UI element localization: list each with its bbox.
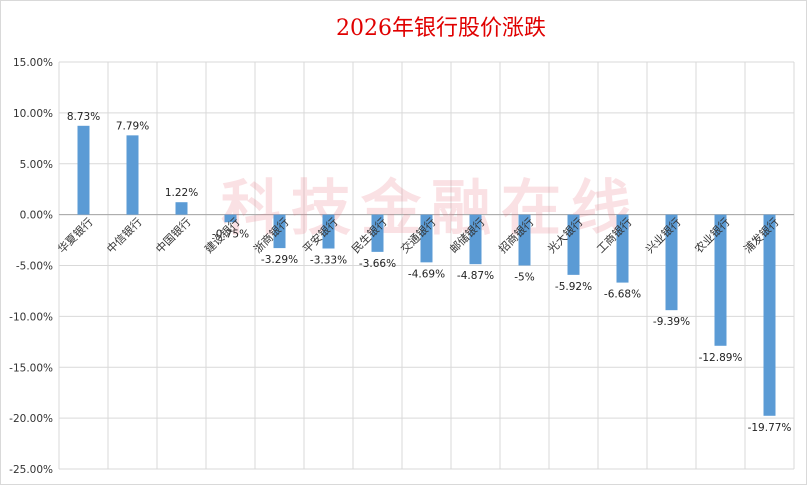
data-label: -3.66% bbox=[359, 258, 396, 270]
data-label: -5.92% bbox=[555, 281, 592, 293]
bar bbox=[518, 214, 531, 266]
bar bbox=[763, 214, 776, 416]
bar bbox=[469, 214, 482, 265]
bar bbox=[616, 214, 629, 283]
bars-layer bbox=[77, 125, 776, 416]
bar bbox=[224, 214, 237, 223]
category-label: 中国银行 bbox=[153, 215, 194, 256]
y-tick-label: -20.00% bbox=[9, 413, 53, 425]
bar bbox=[175, 202, 188, 215]
data-label: -12.89% bbox=[699, 352, 743, 364]
data-label: -0.75% bbox=[212, 228, 249, 240]
y-tick-label: 5.00% bbox=[20, 159, 53, 171]
data-label: -6.68% bbox=[604, 289, 641, 301]
data-label: -4.69% bbox=[408, 268, 445, 280]
data-label: -3.29% bbox=[261, 254, 298, 266]
y-tick-label: 0.00% bbox=[20, 210, 53, 222]
bar bbox=[371, 214, 384, 252]
data-label: 7.79% bbox=[116, 120, 149, 132]
data-label: -3.33% bbox=[310, 255, 347, 267]
y-tick-label: -15.00% bbox=[9, 362, 53, 374]
category-label: 华夏银行 bbox=[55, 215, 96, 256]
data-label: 8.73% bbox=[67, 111, 100, 123]
y-tick-label: -5.00% bbox=[16, 261, 53, 273]
bar bbox=[77, 125, 90, 215]
data-label: -5% bbox=[514, 272, 534, 284]
data-label: -19.77% bbox=[748, 422, 792, 434]
data-label: -9.39% bbox=[653, 316, 690, 328]
bar bbox=[665, 214, 678, 311]
y-tick-label: 10.00% bbox=[13, 108, 53, 120]
data-label: -4.87% bbox=[457, 270, 494, 282]
y-tick-label: -25.00% bbox=[9, 464, 53, 476]
bar bbox=[567, 214, 580, 275]
bar bbox=[420, 214, 433, 263]
y-tick-label: 15.00% bbox=[13, 57, 53, 69]
bar bbox=[126, 135, 139, 215]
data-label: 1.22% bbox=[165, 187, 198, 199]
bar bbox=[714, 214, 727, 346]
category-label: 中信银行 bbox=[104, 215, 145, 256]
y-tick-label: -10.00% bbox=[9, 311, 53, 323]
bar bbox=[322, 214, 335, 249]
chart-title: 2026年银行股价涨跌 bbox=[336, 16, 546, 41]
bar bbox=[273, 214, 286, 249]
